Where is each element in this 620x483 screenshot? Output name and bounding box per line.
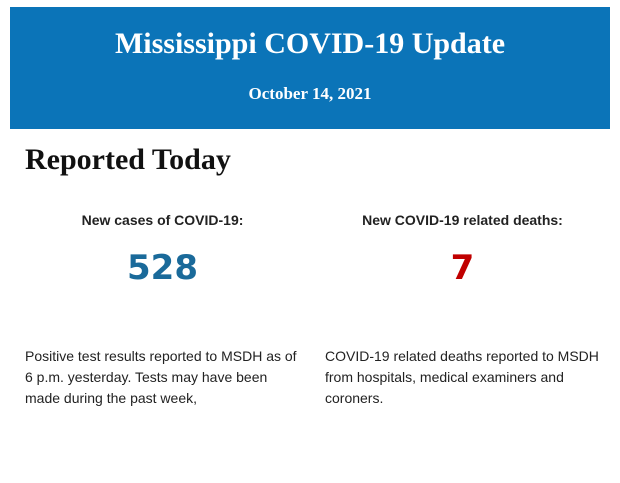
stat-label: New cases of COVID-19: — [81, 212, 244, 228]
title: Mississippi COVID-19 Update — [114, 27, 506, 60]
stat-note: Positive test results reported to MSDH a… — [25, 348, 297, 406]
stat-column: New cases of COVID-19: 528 Positive test… — [25, 212, 300, 406]
stat-note: COVID-19 related deaths reported to MSDH… — [325, 348, 599, 406]
stat-value: 528 — [127, 248, 198, 288]
stat-column: New COVID-19 related deaths: 7 COVID-19 … — [325, 212, 600, 406]
stat-value: 7 — [450, 248, 475, 288]
banner: Mississippi COVID-19 Update October 14, … — [10, 7, 610, 129]
date: October 14, 2021 — [248, 84, 372, 103]
heading: Reported Today — [25, 143, 231, 176]
stat-label: New COVID-19 related deaths: — [362, 212, 563, 228]
